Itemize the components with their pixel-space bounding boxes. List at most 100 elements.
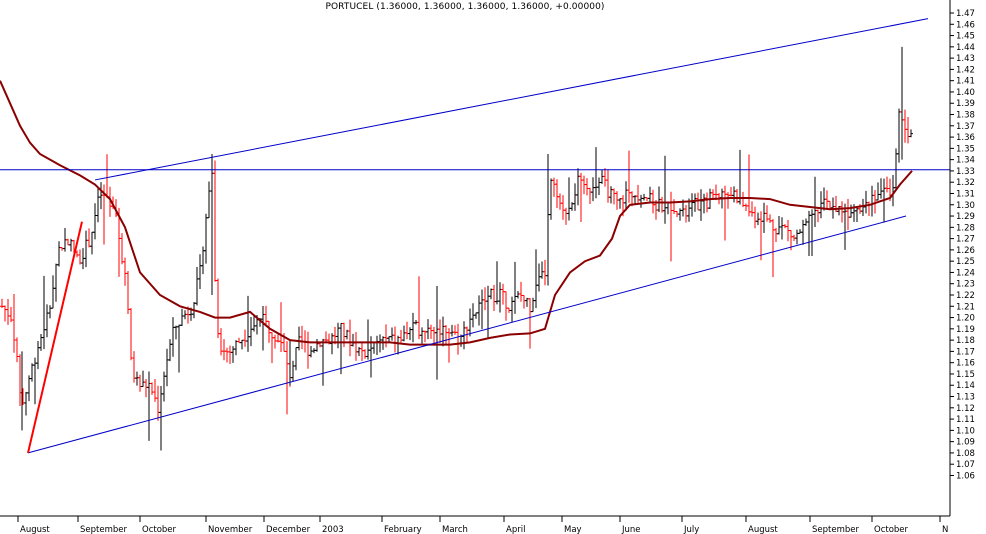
ohlc-bar bbox=[18, 354, 22, 407]
ohlc-bar bbox=[429, 324, 433, 339]
chart-title: PORTUCEL (1.36000, 1.36000, 1.36000, 1.3… bbox=[325, 2, 605, 12]
ohlc-bar bbox=[735, 188, 739, 204]
axes bbox=[0, 0, 951, 517]
y-tick-label: 1.45 bbox=[956, 32, 975, 42]
ohlc-bar bbox=[588, 187, 592, 205]
ohlc-bar bbox=[537, 263, 541, 292]
ohlc-bar bbox=[843, 203, 847, 250]
ohlc-bar bbox=[549, 178, 553, 220]
ohlc-bar bbox=[126, 271, 130, 314]
ohlc-bar bbox=[51, 275, 55, 309]
ohlc-bar bbox=[267, 320, 271, 343]
ohlc-bar bbox=[864, 190, 868, 214]
ohlc-bar bbox=[504, 291, 508, 321]
ohlc-bar bbox=[24, 391, 28, 416]
trendline bbox=[27, 221, 83, 454]
y-tick-label: 1.18 bbox=[956, 336, 975, 346]
ohlc-bar bbox=[480, 289, 484, 330]
ohlc-bar bbox=[711, 189, 715, 199]
ohlc-bar bbox=[390, 327, 394, 341]
ohlc-bar bbox=[165, 348, 169, 387]
ohlc-bar bbox=[528, 297, 532, 349]
ohlc-bar bbox=[456, 323, 460, 355]
ohlc-bar bbox=[39, 333, 43, 351]
ohlc-bar bbox=[567, 177, 571, 221]
trendline bbox=[27, 215, 907, 454]
ohlc-bar bbox=[129, 308, 133, 361]
ohlc-bar bbox=[297, 326, 301, 351]
y-tick-label: 1.30 bbox=[956, 201, 975, 211]
ohlc-bar bbox=[639, 194, 643, 208]
y-tick-label: 1.06 bbox=[956, 471, 975, 481]
ohlc-bar bbox=[468, 308, 472, 337]
ohlc-bar bbox=[354, 331, 358, 361]
x-tick-label: September bbox=[80, 525, 127, 534]
ohlc-bar bbox=[846, 198, 850, 230]
y-tick-label: 1.39 bbox=[956, 99, 975, 109]
trendlines bbox=[0, 18, 950, 454]
moving-average-line bbox=[0, 80, 913, 346]
y-tick-label: 1.41 bbox=[956, 77, 975, 87]
ohlc-bar bbox=[378, 334, 382, 353]
y-tick-label: 1.47 bbox=[956, 9, 975, 19]
ohlc-bar bbox=[438, 319, 442, 344]
ohlc-bar bbox=[444, 325, 448, 345]
ohlc-bar bbox=[585, 178, 589, 196]
y-tick-label: 1.44 bbox=[956, 43, 975, 53]
ohlc-bar bbox=[330, 333, 334, 355]
ohlc-bar bbox=[270, 332, 274, 364]
ohlc-bar bbox=[762, 202, 766, 234]
ohlc-bar bbox=[627, 150, 631, 203]
ohlc-bar bbox=[249, 316, 253, 347]
y-tick-label: 1.36 bbox=[956, 133, 975, 143]
ohlc-bar bbox=[174, 325, 178, 340]
y-tick-label: 1.38 bbox=[956, 111, 975, 121]
ohlc-bar bbox=[261, 306, 265, 351]
ohlc-bar bbox=[726, 192, 730, 209]
ohlc-bar bbox=[483, 287, 487, 311]
ohlc-bar bbox=[384, 324, 388, 348]
ohlc-bar bbox=[342, 322, 346, 348]
ohlc-bar bbox=[375, 335, 379, 355]
ohlc-bar bbox=[306, 331, 310, 369]
ohlc-bar bbox=[894, 148, 898, 190]
ohlc-bar bbox=[870, 185, 874, 217]
ohlc-bar bbox=[909, 129, 913, 138]
ohlc-bar bbox=[780, 217, 784, 240]
ohlc-bar bbox=[798, 229, 802, 234]
ohlc-bar bbox=[12, 294, 16, 353]
ohlc-bar bbox=[591, 177, 595, 202]
ohlc-bar bbox=[27, 375, 31, 402]
ohlc-bar bbox=[291, 360, 295, 382]
ohlc-bar bbox=[594, 147, 598, 199]
x-tick-label: N bbox=[942, 525, 948, 534]
ohlc-bar bbox=[171, 317, 175, 357]
ohlc-bar bbox=[690, 193, 694, 217]
ohlc-bar bbox=[423, 330, 427, 343]
x-tick-label: April bbox=[506, 525, 525, 534]
ohlc-bar bbox=[693, 193, 697, 212]
ohlc-bar bbox=[285, 341, 289, 415]
ohlc-bar bbox=[648, 186, 652, 204]
x-tick-label: February bbox=[384, 525, 422, 534]
ohlc-bar bbox=[279, 302, 283, 353]
y-tick-label: 1.08 bbox=[956, 449, 975, 459]
ohlc-bar bbox=[603, 168, 607, 187]
ohlc-bar bbox=[348, 319, 352, 357]
ohlc-bar bbox=[339, 322, 343, 375]
ohlc-bar bbox=[609, 186, 613, 204]
ohlc-bar bbox=[213, 160, 217, 282]
ohlc-bar bbox=[612, 188, 616, 205]
ohlc-bar bbox=[441, 316, 445, 347]
ohlc-bar bbox=[807, 210, 811, 256]
ohlc-bar bbox=[216, 278, 220, 339]
ohlc-bar bbox=[543, 259, 547, 286]
ohlc-bar bbox=[474, 312, 478, 319]
ohlc-bar bbox=[204, 213, 208, 264]
ohlc-bar bbox=[396, 335, 400, 355]
ohlc-bar bbox=[663, 155, 667, 224]
x-tick-label: June bbox=[621, 525, 641, 534]
y-tick-label: 1.32 bbox=[956, 178, 975, 188]
ohlc-bar bbox=[540, 261, 544, 279]
ohlc-bar bbox=[510, 296, 514, 323]
